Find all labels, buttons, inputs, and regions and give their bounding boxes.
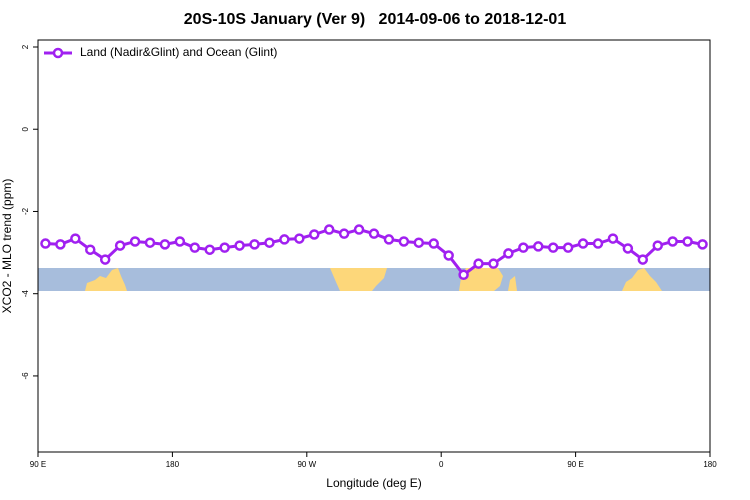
series-marker [338, 228, 350, 239]
series-marker [144, 237, 156, 248]
y-tick-label: -2 [21, 207, 30, 215]
x-tick-label: 90 W [297, 460, 316, 469]
series-marker [159, 239, 171, 250]
series-marker [443, 250, 454, 261]
x-tick-label: 180 [703, 460, 717, 469]
y-axis-label: XCO2 - MLO trend (ppm) [0, 179, 14, 314]
series-marker [607, 233, 619, 244]
series-marker [294, 233, 305, 244]
series-marker [488, 258, 499, 269]
series-marker [592, 238, 604, 249]
series-marker [637, 254, 649, 265]
series-marker [40, 238, 51, 249]
y-tick-label: 0 [21, 126, 30, 131]
series-marker [518, 242, 529, 253]
y-tick-label: -4 [21, 290, 30, 298]
chart-title: 20S-10S January (Ver 9) 2014-09-06 to 20… [184, 11, 567, 28]
x-tick-label: 180 [166, 460, 180, 469]
series-marker [70, 233, 81, 244]
series-marker [279, 234, 290, 245]
series-marker [264, 237, 275, 248]
series-marker [249, 239, 260, 250]
series-marker [383, 234, 395, 245]
series-marker [234, 240, 245, 251]
land [330, 268, 387, 291]
series-marker [398, 236, 410, 247]
land-ocean-map [38, 268, 710, 291]
series-marker [99, 254, 111, 265]
series-marker [85, 244, 96, 255]
series-marker [189, 242, 201, 253]
series-marker [309, 229, 320, 240]
series-marker [667, 236, 678, 247]
x-tick-label: 0 [439, 460, 444, 469]
series-marker [533, 241, 544, 252]
legend-label: Land (Nadir&Glint) and Ocean (Glint) [80, 45, 277, 59]
series-marker [547, 242, 559, 253]
series-marker [219, 242, 230, 253]
series-marker [622, 243, 634, 254]
x-tick-label: 90 E [567, 460, 583, 469]
land [85, 268, 127, 291]
series-marker [323, 224, 335, 235]
y-tick-label: -6 [21, 372, 30, 380]
series-marker [368, 228, 380, 239]
land [459, 268, 503, 291]
series-marker [562, 242, 574, 253]
series-marker [174, 236, 186, 247]
land [622, 268, 662, 291]
series-marker [114, 240, 126, 251]
series-marker [473, 258, 484, 269]
x-axis-label: Longitude (deg E) [326, 476, 421, 490]
series-marker [652, 240, 663, 251]
series-marker [682, 236, 693, 247]
y-tick-label: 2 [21, 44, 30, 49]
legend-marker [52, 47, 64, 59]
series-marker [458, 269, 469, 281]
series-marker [697, 239, 708, 250]
series-marker [503, 248, 514, 259]
land [508, 276, 517, 291]
series-marker [353, 224, 365, 235]
series-marker [204, 244, 215, 255]
series-marker [413, 237, 425, 248]
series-marker [428, 238, 439, 249]
series-marker [577, 238, 589, 249]
plot-frame [37, 39, 711, 453]
series-marker [55, 239, 66, 250]
series-marker [129, 236, 141, 247]
x-tick-label: 90 E [30, 460, 46, 469]
